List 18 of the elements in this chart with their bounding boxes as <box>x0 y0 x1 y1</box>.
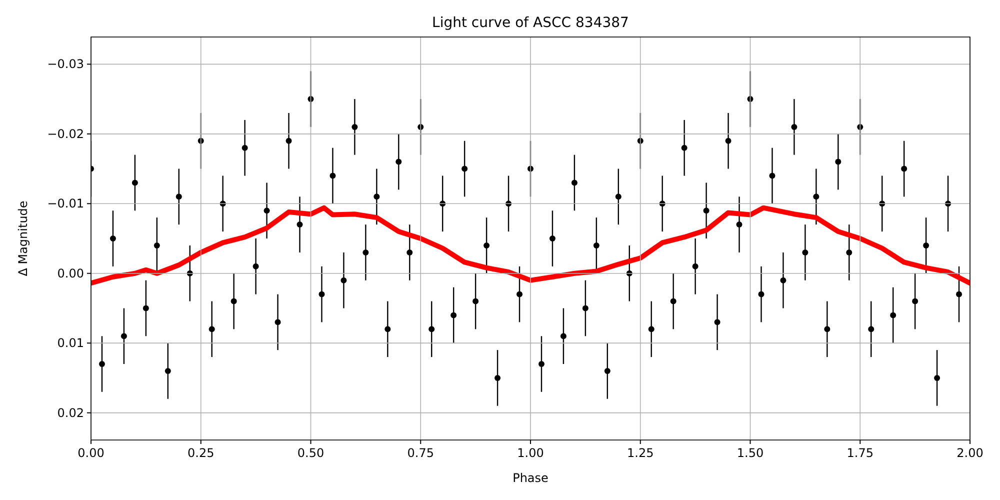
x-tick-label: 0.00 <box>78 446 104 460</box>
chart-title: Light curve of ASCC 834387 <box>432 15 629 31</box>
y-tick-label: 0.02 <box>57 406 84 420</box>
y-axis-title: Δ Magnitude <box>16 200 30 276</box>
y-tick-label: 0.01 <box>57 336 84 350</box>
y-tick-label: −0.01 <box>47 196 84 211</box>
x-tick-label: 1.00 <box>517 446 544 460</box>
x-tick-label: 0.50 <box>297 446 324 460</box>
y-tick-label: −0.03 <box>47 57 84 72</box>
y-tick-label: −0.02 <box>47 126 84 141</box>
x-tick-label: 0.25 <box>188 446 214 460</box>
x-tick-label: 1.50 <box>736 446 764 460</box>
x-tick-label: 1.75 <box>846 446 874 460</box>
x-tick-label: 1.25 <box>627 446 654 460</box>
x-tick-label: 0.75 <box>407 446 434 460</box>
x-axis-title: Phase <box>512 471 548 485</box>
y-tick-label: 0.00 <box>57 266 84 280</box>
x-tick-label: 2.00 <box>956 446 984 460</box>
